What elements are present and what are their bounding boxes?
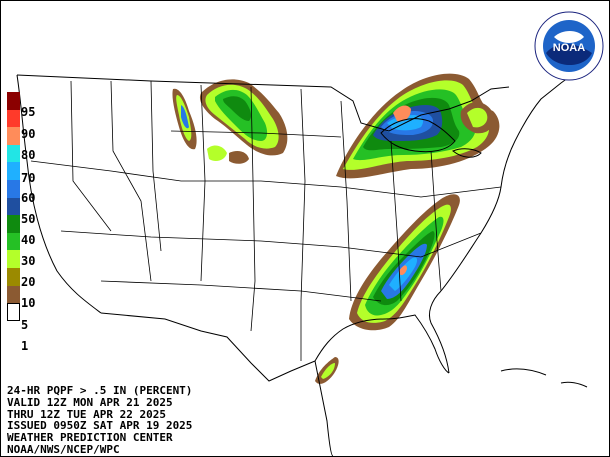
legend-label-20: 20 [21,275,36,289]
precip-area-great-lakes [336,73,500,179]
legend [7,92,20,321]
legend-label-5: 5 [21,318,29,332]
legend-label-40: 40 [21,233,36,247]
legend-label-30: 30 [21,254,36,268]
legend-swatch-5 [7,267,20,286]
legend-swatch-0 [7,303,20,321]
legend-swatch-90 [7,109,20,128]
logo-text: NOAA [553,42,585,54]
caption-line-thru: THRU 12Z TUE APR 22 2025 [7,407,166,421]
caption-line-center: WEATHER PREDICTION CENTER [7,431,173,445]
legend-label-80: 80 [21,148,36,162]
caption-line-issued: ISSUED 0950Z SAT APR 19 2025 [7,419,193,433]
legend-label-1: 1 [21,339,29,353]
legend-swatch-40 [7,197,20,216]
noaa-logo: NOAA [534,11,604,81]
legend-swatch-80 [7,127,20,145]
legend-swatch-60 [7,162,20,180]
legend-label-60: 60 [21,191,36,205]
legend-swatch-1 [7,285,20,304]
precip-area-southeast [315,194,460,384]
legend-swatch-10 [7,250,20,268]
caption-line-product: 24-HR PQPF > .5 IN (PERCENT) [7,384,193,397]
legend-swatch-95 [7,92,20,110]
legend-swatch-20 [7,232,20,251]
legend-swatch-70 [7,144,20,163]
legend-label-10: 10 [21,296,36,310]
product-caption: 24-HR PQPF > .5 IN (PERCENT) VALID 12Z M… [7,385,192,456]
legend-label-50: 50 [21,212,36,226]
coastlines [16,60,592,456]
legend-swatch-50 [7,179,20,198]
state-boundaries [30,80,502,361]
legend-label-70: 70 [21,171,36,185]
legend-label-95: 95 [21,105,36,119]
caption-line-agency: NOAA/NWS/NCEP/WPC [7,442,120,456]
caption-line-valid: VALID 12Z MON APR 21 2025 [7,395,173,409]
legend-label-90: 90 [21,127,36,141]
legend-swatch-30 [7,215,20,233]
